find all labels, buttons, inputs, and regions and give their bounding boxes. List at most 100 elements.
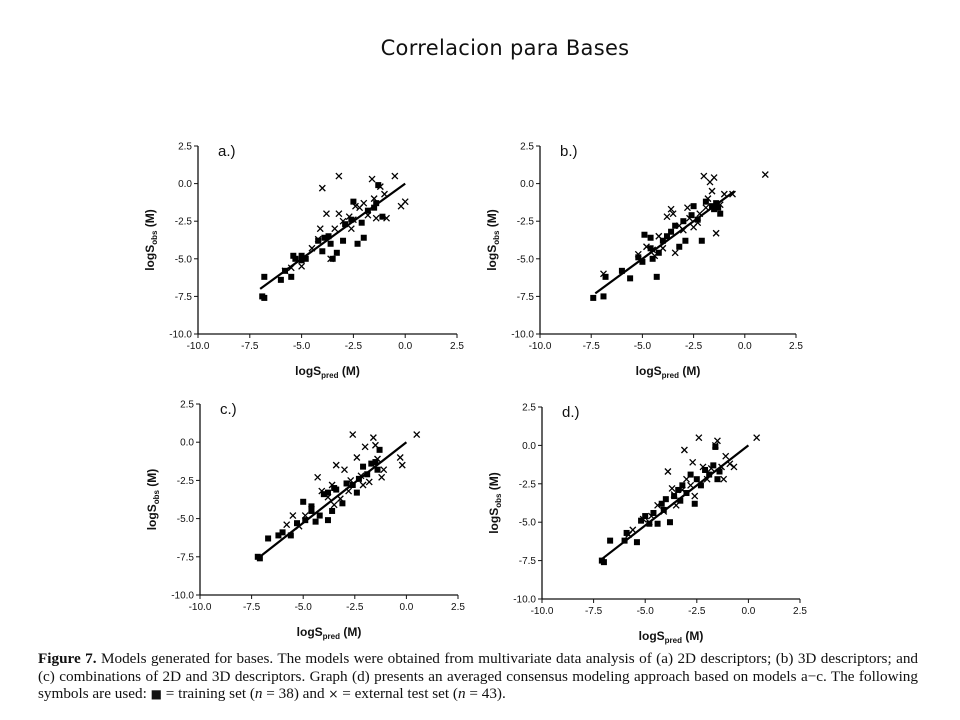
test-point-stroke [672, 501, 680, 509]
test-point [345, 213, 353, 221]
test-point [718, 463, 726, 471]
y-axis-label: logSobs (M) [487, 472, 503, 534]
test-point-stroke [398, 461, 406, 469]
training-point [302, 255, 309, 262]
test-point-stroke [298, 262, 306, 270]
test-point [700, 172, 708, 180]
panel-label: d.) [562, 404, 580, 421]
test-point-stroke [730, 463, 738, 471]
training-point [600, 293, 607, 300]
test-point-stroke [345, 213, 353, 221]
test-point-stroke [372, 214, 380, 222]
test-point [643, 243, 650, 251]
test-point-stroke [401, 198, 409, 206]
test-point-stroke [753, 434, 761, 442]
x-tick-label: -5.0 [634, 341, 652, 352]
test-point [281, 267, 289, 275]
training-point [590, 294, 597, 301]
training-point [702, 198, 709, 205]
training-point [277, 276, 284, 283]
test-point [391, 172, 399, 180]
test-point [378, 473, 386, 481]
x-tick-label: -10.0 [189, 602, 212, 613]
training-point [660, 506, 667, 513]
training-point [315, 237, 322, 244]
training-point [649, 255, 656, 262]
test-point-stroke [651, 252, 659, 260]
training-point [321, 234, 328, 241]
test-point-stroke [352, 202, 359, 210]
training-point [364, 471, 371, 478]
test-point [328, 481, 336, 489]
test-point-stroke [669, 210, 677, 218]
training-point [675, 486, 682, 493]
x-tick-label: 0.0 [738, 341, 752, 352]
y-axis-label: logSobs (M) [145, 469, 161, 531]
training-point [353, 489, 360, 496]
training-point [360, 234, 367, 241]
test-point-stroke [720, 475, 728, 483]
training-point [360, 463, 367, 470]
test-point [671, 249, 679, 257]
training-point [641, 231, 648, 238]
test-point [331, 225, 339, 233]
test-point-stroke [678, 486, 686, 494]
y-tick-label: -10.0 [511, 330, 534, 341]
test-point [707, 464, 715, 472]
training-point [371, 204, 378, 211]
test-point-stroke [413, 431, 421, 439]
test-point [663, 213, 671, 221]
test-point [335, 210, 343, 218]
test-point [654, 501, 662, 509]
test-point [347, 225, 355, 233]
test-point [702, 204, 710, 212]
y-tick-label: -2.5 [175, 217, 193, 228]
training-point [329, 255, 336, 262]
test-point-stroke [314, 473, 322, 481]
training-point [666, 519, 673, 526]
y-tick-label: -7.5 [177, 552, 195, 563]
training-symbol-icon: ■ [150, 687, 162, 701]
test-point [680, 446, 688, 454]
test-point [699, 463, 707, 471]
test-point [360, 199, 368, 207]
figure-charts: -10.0 -7.5 -5.0 -2.5 0.0 2.5 -10.0 -7.5 -5.0 -2.5… [143, 142, 807, 646]
caption-text: Models generated for bases. The models w… [38, 650, 919, 702]
training-point [714, 476, 721, 483]
training-point [288, 273, 295, 280]
y-tick-label: -10.0 [171, 591, 194, 602]
regression-line [257, 441, 408, 560]
x-tick-label: 0.0 [741, 606, 755, 617]
test-point-stroke [314, 235, 322, 243]
test-point-stroke [726, 460, 734, 468]
training-point [717, 210, 724, 217]
figure-label: Figure 7. [38, 650, 97, 667]
test-point [314, 473, 322, 481]
training-point [294, 520, 301, 527]
test-point [667, 205, 675, 213]
training-point [691, 500, 698, 507]
training-point [715, 204, 722, 211]
test-point [349, 431, 357, 439]
training-point [627, 275, 634, 282]
test-point-stroke [347, 476, 355, 484]
figure-caption: Figure 7. Models generated for bases. Th… [38, 650, 918, 704]
y-tick-label: 2.5 [520, 142, 534, 153]
test-point [307, 505, 315, 513]
test-point-stroke [316, 225, 324, 233]
training-point [331, 485, 338, 492]
test-point [713, 437, 721, 445]
training-point [343, 480, 350, 487]
training-point [711, 206, 718, 213]
training-point [679, 482, 686, 489]
test-point [372, 214, 380, 222]
test-point-stroke [700, 172, 708, 180]
test-point [726, 460, 734, 468]
test-point-stroke [649, 246, 657, 254]
x-tick-label: 0.0 [399, 602, 413, 613]
test-point-stroke [696, 210, 704, 218]
test-point-stroke [708, 187, 716, 195]
x-axis-label: logSpred (M) [295, 364, 360, 380]
training-point [618, 267, 625, 274]
training-point [668, 228, 675, 235]
